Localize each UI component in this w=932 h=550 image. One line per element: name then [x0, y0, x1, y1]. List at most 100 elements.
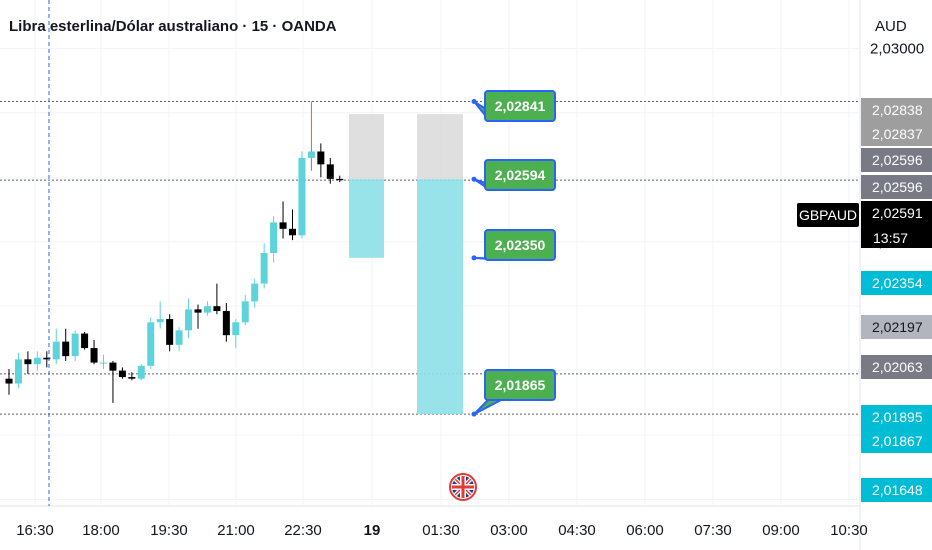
price-callout-2[interactable]: 2,02350 [471, 229, 556, 261]
candle-body-26 [251, 283, 259, 302]
candle-body-31 [298, 157, 306, 236]
candle-body-13 [128, 377, 136, 379]
position-1-target-zone[interactable] [349, 179, 384, 258]
callout-label-1: 2,02594 [495, 167, 546, 183]
callout-label-3: 2,01865 [495, 377, 546, 393]
time-tick-3: 21:00 [217, 522, 255, 539]
candle-body-18 [175, 330, 183, 345]
price-label-bg-3 [861, 175, 932, 199]
countdown-bg [861, 224, 932, 248]
candle-body-12 [118, 370, 126, 378]
price-label-9: 2,01867 [872, 433, 923, 449]
price-label-5: 2,02354 [872, 275, 923, 291]
price-labels: 2,02838 2,02837 2,02596 2,02596 2,02591 2,023… [861, 98, 932, 502]
time-tick-9: 06:00 [626, 522, 664, 539]
candle-body-6 [62, 341, 70, 357]
callout-anchor-2 [471, 255, 477, 261]
price-label-3: 2,02596 [872, 179, 923, 195]
candle-body-33 [317, 151, 325, 165]
candle-body-29 [279, 222, 287, 229]
candle-body-3 [33, 357, 41, 365]
price-label-0: 2,02838 [872, 102, 923, 118]
candle-body-10 [100, 362, 107, 364]
candle-body-17 [166, 319, 174, 345]
time-tick-1: 18:00 [82, 522, 120, 539]
uk-flag-icon[interactable] [449, 473, 477, 501]
callout-label-0: 2,02841 [495, 98, 546, 114]
candle-body-15 [147, 322, 155, 366]
callout-anchor-3 [471, 411, 477, 417]
price-label-7: 2,02063 [872, 359, 923, 375]
time-tick-8: 04:30 [558, 522, 596, 539]
candle-body-7 [71, 333, 79, 357]
symbol-badge [797, 203, 859, 227]
time-tick-4: 22:30 [284, 522, 322, 539]
candle-body-19 [185, 309, 193, 331]
candle-body-5 [52, 341, 60, 360]
price-label-8: 2,01895 [872, 409, 923, 425]
price-label-bg-8 [861, 405, 932, 429]
price-label-1: 2,02837 [872, 126, 923, 142]
candle-body-34 [326, 164, 334, 179]
candle-body-9 [90, 348, 98, 363]
price-label-6: 2,02197 [872, 319, 923, 335]
candle-body-28 [270, 222, 278, 253]
price-tick-0: 2,03000 [870, 40, 924, 57]
price-label-bg-6 [861, 315, 932, 339]
currency-label: AUD [875, 18, 907, 35]
time-tick-0: 16:30 [16, 522, 54, 539]
candle-body-35 [336, 178, 344, 181]
time-tick-6: 01:30 [422, 522, 460, 539]
position-1-stop-zone[interactable] [349, 114, 384, 180]
callout-anchor-0 [471, 99, 477, 105]
position-2-target-zone[interactable] [417, 179, 463, 415]
price-callout-3[interactable]: 2,01865 [471, 369, 556, 417]
time-tick-7: 03:00 [490, 522, 528, 539]
time-tick-10: 07:30 [694, 522, 732, 539]
candle-body-8 [81, 333, 89, 349]
candle-body-32 [307, 151, 315, 158]
callout-box-2 [484, 229, 556, 261]
time-tick-11: 09:00 [762, 522, 800, 539]
candle-body-11 [109, 362, 117, 371]
price-label-bg-5 [861, 271, 932, 295]
price-label-bg-0 [861, 98, 932, 122]
price-label-bg-9 [861, 429, 932, 453]
price-label-bg-2 [861, 148, 932, 172]
time-tick-2: 19:30 [150, 522, 188, 539]
candle-body-22 [213, 306, 221, 312]
time-tick-12: 10:30 [830, 522, 868, 539]
bar-countdown: 13:57 [873, 230, 908, 246]
price-label-4: 2,02591 [872, 205, 923, 221]
price-callout-0[interactable]: 2,02841 [471, 90, 556, 122]
price-label-bg-10 [861, 478, 932, 502]
candle-body-23 [222, 311, 230, 336]
symbol-title: Libra esterlina/Dólar australiano · 15 ·… [9, 18, 337, 35]
candles [5, 101, 344, 403]
candle-body-16 [156, 319, 164, 323]
position-tools[interactable] [349, 114, 463, 415]
price-callout-1[interactable]: 2,02594 [471, 159, 556, 191]
time-axis[interactable]: 16:30 18:00 19:30 21:00 22:30 19 01:30 03:00 04:… [16, 522, 868, 539]
candle-body-20 [194, 309, 202, 313]
candle-body-4 [43, 357, 51, 360]
candle-body-25 [241, 301, 249, 323]
candle-body-2 [24, 359, 32, 365]
candle-body-30 [289, 228, 296, 236]
price-label-bg-7 [861, 355, 932, 379]
candle-body-14 [137, 365, 145, 379]
price-label-2: 2,02596 [872, 152, 923, 168]
time-tick-5: 19 [364, 522, 381, 539]
callout-label-2: 2,02350 [495, 237, 546, 253]
price-label-10: 2,01648 [872, 482, 923, 498]
position-2-stop-zone[interactable] [417, 114, 463, 180]
price-callouts[interactable]: 2,02841 2,02594 2,02350 2,01865 [471, 90, 556, 417]
candle-body-24 [232, 322, 240, 336]
callout-box-0 [484, 90, 556, 122]
candle-body-1 [14, 359, 22, 384]
callout-anchor-1 [471, 176, 477, 182]
callout-box-3 [484, 369, 556, 401]
candle-body-27 [260, 253, 268, 284]
price-label-bg-1 [861, 122, 932, 146]
